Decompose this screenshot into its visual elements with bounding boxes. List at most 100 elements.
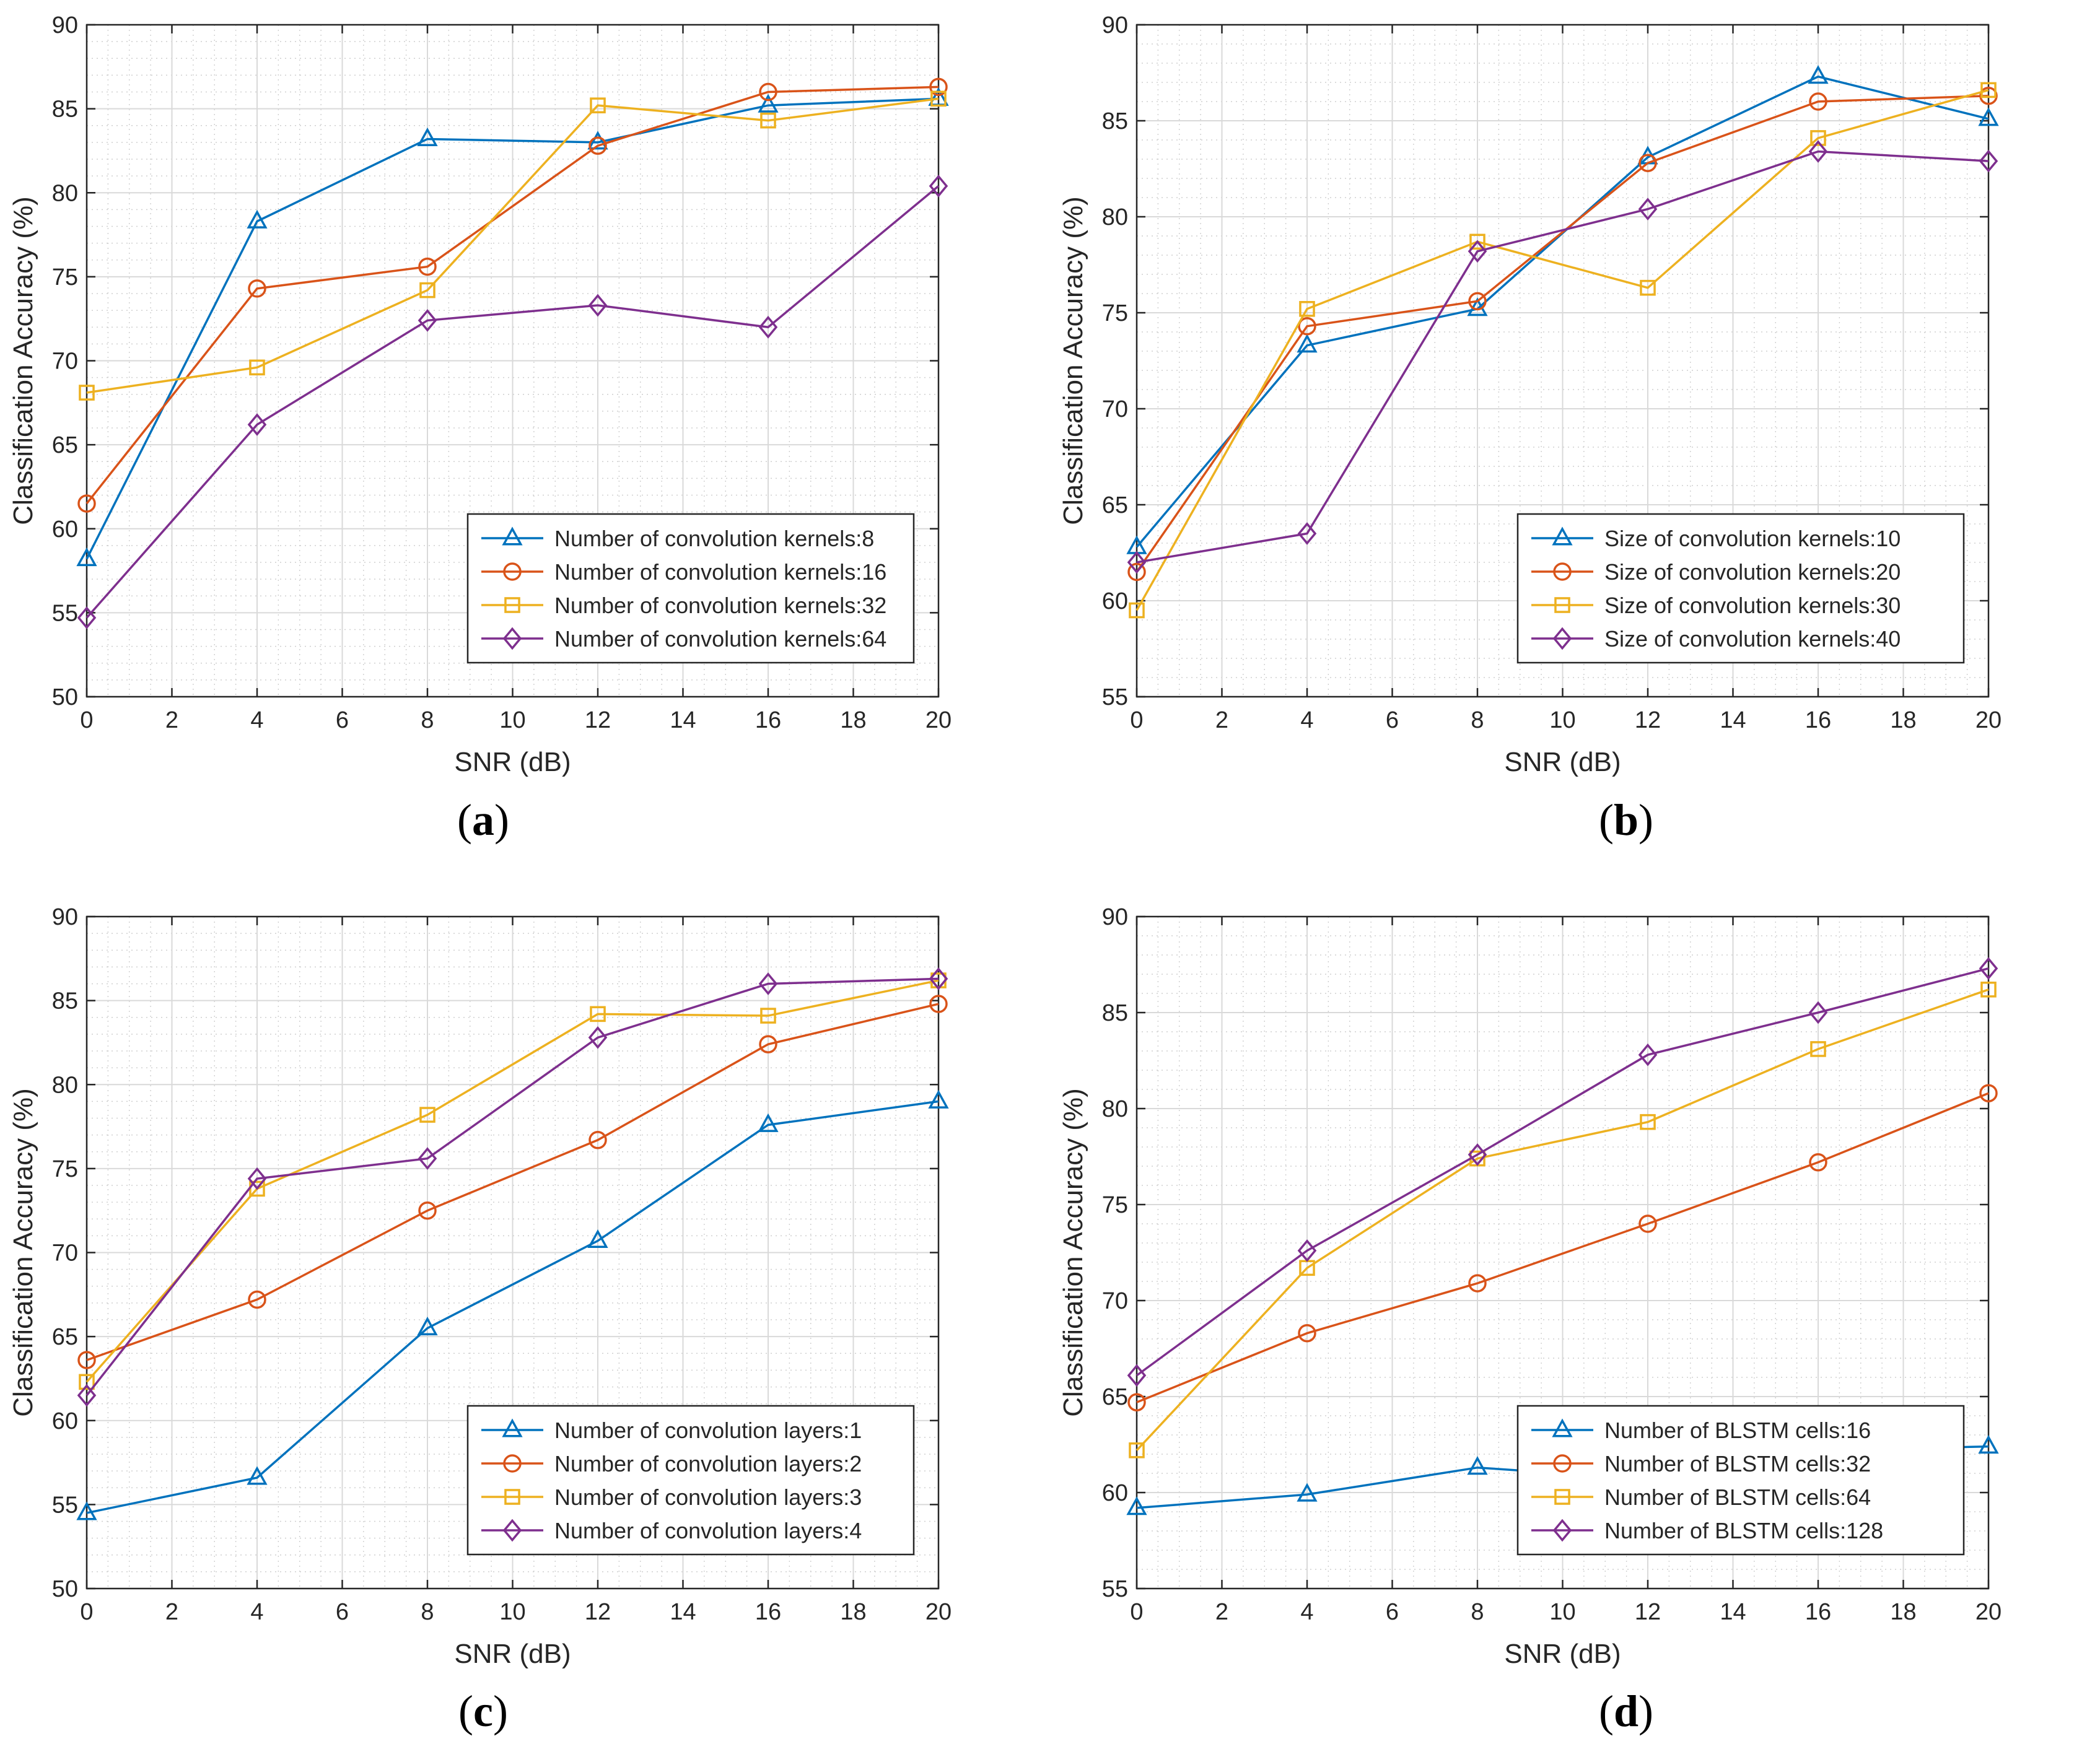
x-tick-label: 6: [1386, 707, 1399, 733]
data-point: [1810, 1041, 1826, 1057]
data-point: [587, 1229, 608, 1249]
data-point: [928, 1089, 949, 1109]
data-point: [1129, 1442, 1145, 1458]
legend-marker: [504, 597, 520, 613]
series-line: [1135, 89, 1989, 611]
series-line: [85, 979, 939, 1383]
caption-a: (a): [457, 795, 509, 845]
y-tick-label: 50: [52, 1576, 78, 1602]
legend-item: Number of convolution layers:2: [481, 1451, 862, 1476]
y-tick-label: 85: [52, 97, 78, 123]
y-tick-label: 75: [52, 264, 78, 290]
x-tick-label: 14: [1720, 707, 1746, 733]
x-tick-label: 2: [1215, 707, 1228, 733]
data-point: [760, 1008, 776, 1024]
series-line: [1136, 150, 1989, 564]
legend-marker: [1552, 526, 1573, 546]
series-line: [85, 185, 940, 619]
data-point: [419, 1107, 435, 1123]
data-point: [759, 82, 777, 102]
x-tick-label: 0: [80, 707, 93, 733]
legend-marker: [502, 1519, 522, 1542]
caption-d-letter: d: [1613, 1686, 1639, 1736]
data-point: [1978, 107, 1999, 126]
x-tick-label: 12: [585, 1599, 611, 1625]
data-point: [1297, 1239, 1317, 1262]
x-tick-label: 0: [1130, 1599, 1143, 1625]
data-point: [1127, 1393, 1146, 1412]
legend-marker: [504, 1489, 520, 1505]
data-point: [929, 995, 948, 1013]
legend-item: Size of convolution kernels:20: [1531, 559, 1901, 585]
x-tick-label: 18: [1890, 1599, 1916, 1625]
y-tick-label: 90: [52, 12, 78, 38]
x-tick-label: 8: [421, 1599, 434, 1625]
x-tick-label: 4: [1300, 707, 1313, 733]
legend-item: Number of convolution kernels:64: [481, 626, 886, 652]
data-point: [247, 1167, 267, 1190]
legend-label: Number of convolution kernels:16: [554, 559, 886, 585]
data-point: [418, 1201, 437, 1220]
y-tick-label: 85: [52, 988, 78, 1014]
x-tick-label: 12: [1635, 1599, 1661, 1625]
data-point: [1127, 562, 1146, 582]
caption-c-letter: c: [473, 1686, 493, 1736]
legend-label: Number of convolution kernels:64: [554, 626, 886, 652]
legend-label: Size of convolution kernels:10: [1604, 526, 1901, 551]
y-tick-label: 65: [52, 1324, 78, 1350]
series-line: [85, 97, 939, 560]
data-point: [758, 94, 779, 113]
legend: Number of BLSTM cells:16 Number of BLSTM …: [1516, 1405, 1965, 1556]
y-tick-label: 65: [1102, 492, 1128, 518]
series-line: [85, 977, 939, 1397]
data-point: [1127, 1364, 1147, 1387]
legend-marker: [1552, 1519, 1572, 1542]
legend-marker: [503, 1454, 522, 1473]
y-tick-label: 75: [1102, 1192, 1128, 1218]
legend: Number of convolution kernels:8 Number of…: [466, 513, 915, 664]
x-tick-label: 6: [336, 1599, 349, 1625]
x-tick-label: 8: [1471, 707, 1484, 733]
caption-a-letter: a: [472, 795, 494, 845]
legend-item: Size of convolution kernels:40: [1531, 626, 1901, 652]
data-point: [1126, 1496, 1147, 1515]
data-point: [1979, 86, 1998, 105]
legend-item: Number of convolution kernels:32: [481, 593, 886, 618]
data-point: [76, 547, 97, 567]
series-line: [86, 97, 939, 394]
x-tick-label: 18: [1890, 707, 1916, 733]
x-tick-label: 20: [1975, 1599, 2002, 1625]
x-axis-label: SNR (dB): [454, 747, 571, 777]
data-point: [588, 294, 608, 317]
caption-d: (d): [1598, 1686, 1653, 1736]
x-tick-label: 2: [165, 1599, 178, 1625]
data-point: [1638, 154, 1657, 172]
data-point: [79, 1374, 95, 1390]
data-point: [929, 967, 948, 990]
data-point: [930, 90, 947, 107]
legend-marker: [1554, 1489, 1570, 1505]
data-point: [77, 1384, 97, 1407]
data-point: [77, 494, 96, 513]
legend-item: Size of convolution kernels:30: [1531, 593, 1901, 618]
data-point: [418, 1147, 437, 1170]
legend-marker: [1553, 1454, 1572, 1473]
y-tick-label: 55: [1102, 684, 1128, 710]
x-axis-label: SNR (dB): [454, 1639, 571, 1669]
y-tick-label: 90: [52, 904, 78, 930]
series-line: [1135, 94, 1989, 573]
data-point: [247, 1466, 268, 1485]
data-point: [79, 385, 95, 401]
caption-b-letter: b: [1613, 795, 1639, 845]
data-point: [1468, 240, 1487, 263]
series-4: [77, 175, 948, 629]
series-4: [77, 967, 948, 1407]
legend-label: Number of convolution layers:3: [554, 1485, 862, 1510]
x-tick-label: 14: [670, 707, 696, 733]
data-point: [1809, 1153, 1827, 1172]
legend-item: Size of convolution kernels:10: [1531, 526, 1901, 551]
data-point: [1297, 522, 1317, 545]
x-tick-label: 16: [1805, 1599, 1831, 1625]
data-point: [1810, 130, 1826, 146]
